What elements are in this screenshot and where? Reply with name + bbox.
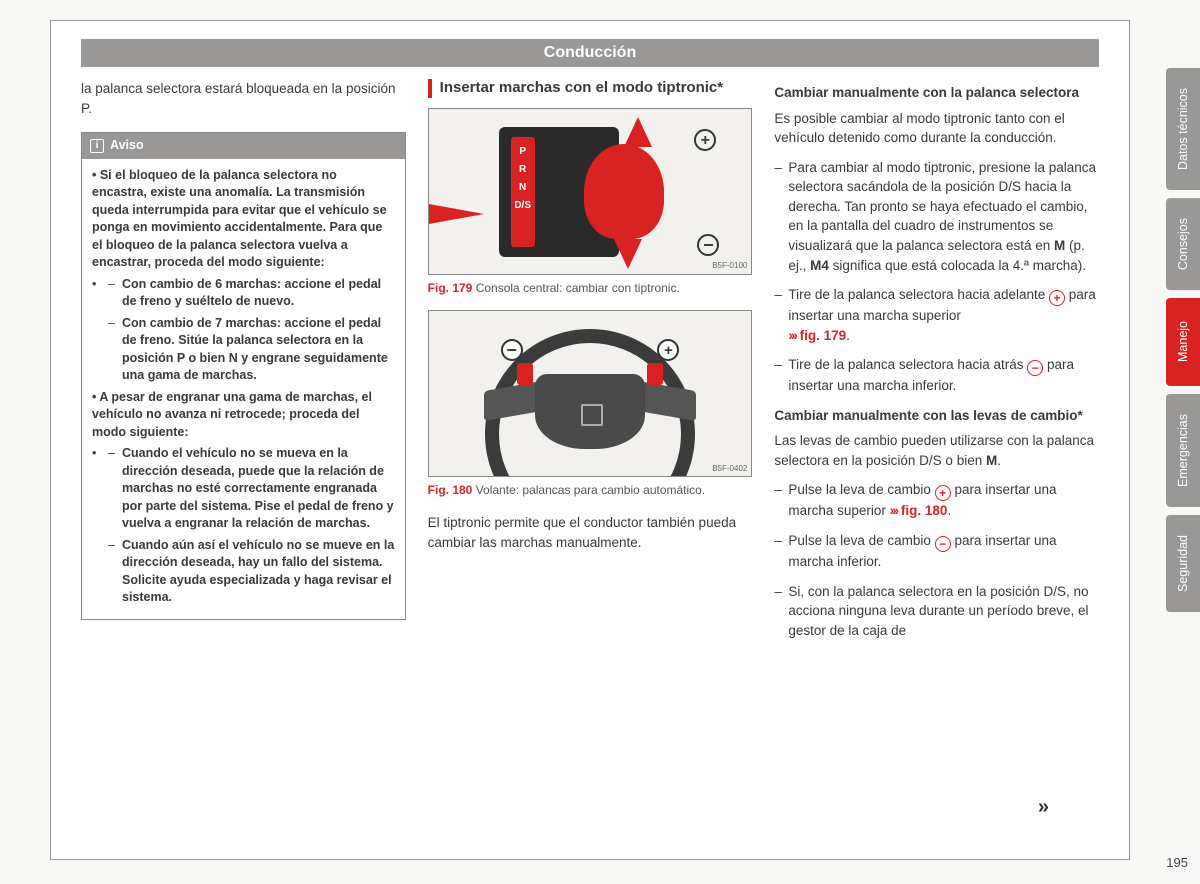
- para-2: Las levas de cambio pueden utilizarse co…: [774, 431, 1099, 470]
- list-item: Para cambiar al modo tiptronic, presione…: [774, 158, 1099, 275]
- minus-icon: −: [501, 339, 523, 361]
- tab-manejo[interactable]: Manejo: [1166, 298, 1200, 386]
- subheading-2: Cambiar manualmente con las levas de cam…: [774, 406, 1099, 426]
- figure-180-caption: Fig. 180 Volante: palancas para cambio a…: [428, 483, 753, 499]
- section-title: Insertar marchas con el modo tiptronic*: [428, 79, 753, 98]
- list-item: Si, con la palanca selectora en la posic…: [774, 582, 1099, 641]
- para-1: Es posible cambiar al modo tiptronic tan…: [774, 109, 1099, 148]
- image-id: B5F-0402: [712, 463, 747, 475]
- wheel-hub: [535, 374, 645, 449]
- aviso-sublist-2: Cuando el vehículo no se mueva en la dir…: [92, 445, 395, 607]
- plus-icon: +: [657, 339, 679, 361]
- tab-emergencias[interactable]: Emergencias: [1166, 394, 1200, 507]
- fig-label: Fig. 179: [428, 281, 473, 295]
- reference-arrows-icon: ›››: [890, 503, 898, 518]
- gear-knob: [584, 144, 664, 239]
- aviso-body: • Si el bloqueo de la palanca selectora …: [82, 159, 405, 619]
- figure-179: P R N D/S + − B5F-0100: [428, 108, 753, 275]
- figure-180: − + B5F-0402: [428, 310, 753, 477]
- paddle-right: [647, 363, 663, 385]
- list-item: Tire de la palanca selectora hacia atrás…: [774, 355, 1099, 396]
- reference-arrows-icon: ›››: [788, 328, 796, 343]
- content-columns: la palanca selectora estará bloqueada en…: [51, 79, 1129, 650]
- minus-icon: −: [1027, 360, 1043, 376]
- list-item: Pulse la leva de cambio − para insertar …: [774, 531, 1099, 572]
- arrow-up-icon: [624, 117, 652, 147]
- column-left: la palanca selectora estará bloqueada en…: [81, 79, 406, 650]
- fig-reference: fig. 179: [800, 328, 847, 343]
- list-1: Para cambiar al modo tiptronic, presione…: [774, 158, 1099, 396]
- page: Conducción la palanca selectora estará b…: [50, 20, 1130, 860]
- aviso-header: i Aviso: [82, 133, 405, 159]
- arrow-down-icon: [614, 239, 642, 269]
- paddle-left: [517, 363, 533, 385]
- tab-consejos[interactable]: Consejos: [1166, 198, 1200, 290]
- side-tabs: Datos técnicos Consejos Manejo Emergenci…: [1166, 68, 1200, 612]
- aviso-bullet-1: • Si el bloqueo de la palanca selectora …: [92, 168, 387, 270]
- plus-icon: +: [1049, 290, 1065, 306]
- column-middle: Insertar marchas con el modo tiptronic* …: [428, 79, 753, 650]
- figure-180-image: − + B5F-0402: [429, 311, 752, 476]
- tab-seguridad[interactable]: Seguridad: [1166, 515, 1200, 612]
- intro-text: la palanca selectora estará bloqueada en…: [81, 79, 406, 118]
- tab-datos-tecnicos[interactable]: Datos técnicos: [1166, 68, 1200, 190]
- subheading-1: Cambiar manualmente con la palanca selec…: [774, 83, 1099, 103]
- aviso-box: i Aviso • Si el bloqueo de la palanca se…: [81, 132, 406, 620]
- plus-icon: +: [694, 129, 716, 151]
- aviso-sub-1b: Con cambio de 7 marchas: accione el peda…: [104, 315, 395, 385]
- section-header: Conducción: [81, 39, 1099, 67]
- aviso-sub-2b: Cuando aún así el vehículo no se mueve e…: [104, 537, 395, 607]
- aviso-sub-1a: Con cambio de 6 marchas: accione el peda…: [104, 276, 395, 311]
- aviso-bullet-2: • A pesar de engranar una gama de marcha…: [92, 390, 372, 439]
- info-icon: i: [90, 139, 104, 153]
- image-id: B5F-0100: [712, 260, 747, 272]
- arrow-right-icon: [429, 204, 484, 224]
- figure-179-caption: Fig. 179 Consola central: cambiar con ti…: [428, 281, 753, 297]
- tiptronic-para: El tiptronic permite que el conductor ta…: [428, 513, 753, 552]
- column-right: Cambiar manualmente con la palanca selec…: [774, 79, 1099, 650]
- plus-icon: +: [935, 485, 951, 501]
- aviso-sub-2a: Cuando el vehículo no se mueva en la dir…: [104, 445, 395, 533]
- page-number: 195: [1166, 855, 1188, 870]
- aviso-label: Aviso: [110, 137, 144, 155]
- fig-label: Fig. 180: [428, 483, 473, 497]
- list-item: Tire de la palanca selectora hacia adela…: [774, 285, 1099, 345]
- gear-slot: P R N D/S: [511, 137, 535, 247]
- minus-icon: −: [935, 536, 951, 552]
- list-item: Pulse la leva de cambio + para insertar …: [774, 480, 1099, 521]
- list-2: Pulse la leva de cambio + para insertar …: [774, 480, 1099, 640]
- minus-icon: −: [697, 234, 719, 256]
- fig-reference: fig. 180: [901, 503, 948, 518]
- continuation-mark: »: [1038, 796, 1049, 819]
- aviso-sublist-1: Con cambio de 6 marchas: accione el peda…: [92, 276, 395, 385]
- figure-179-image: P R N D/S + − B5F-0100: [429, 109, 752, 274]
